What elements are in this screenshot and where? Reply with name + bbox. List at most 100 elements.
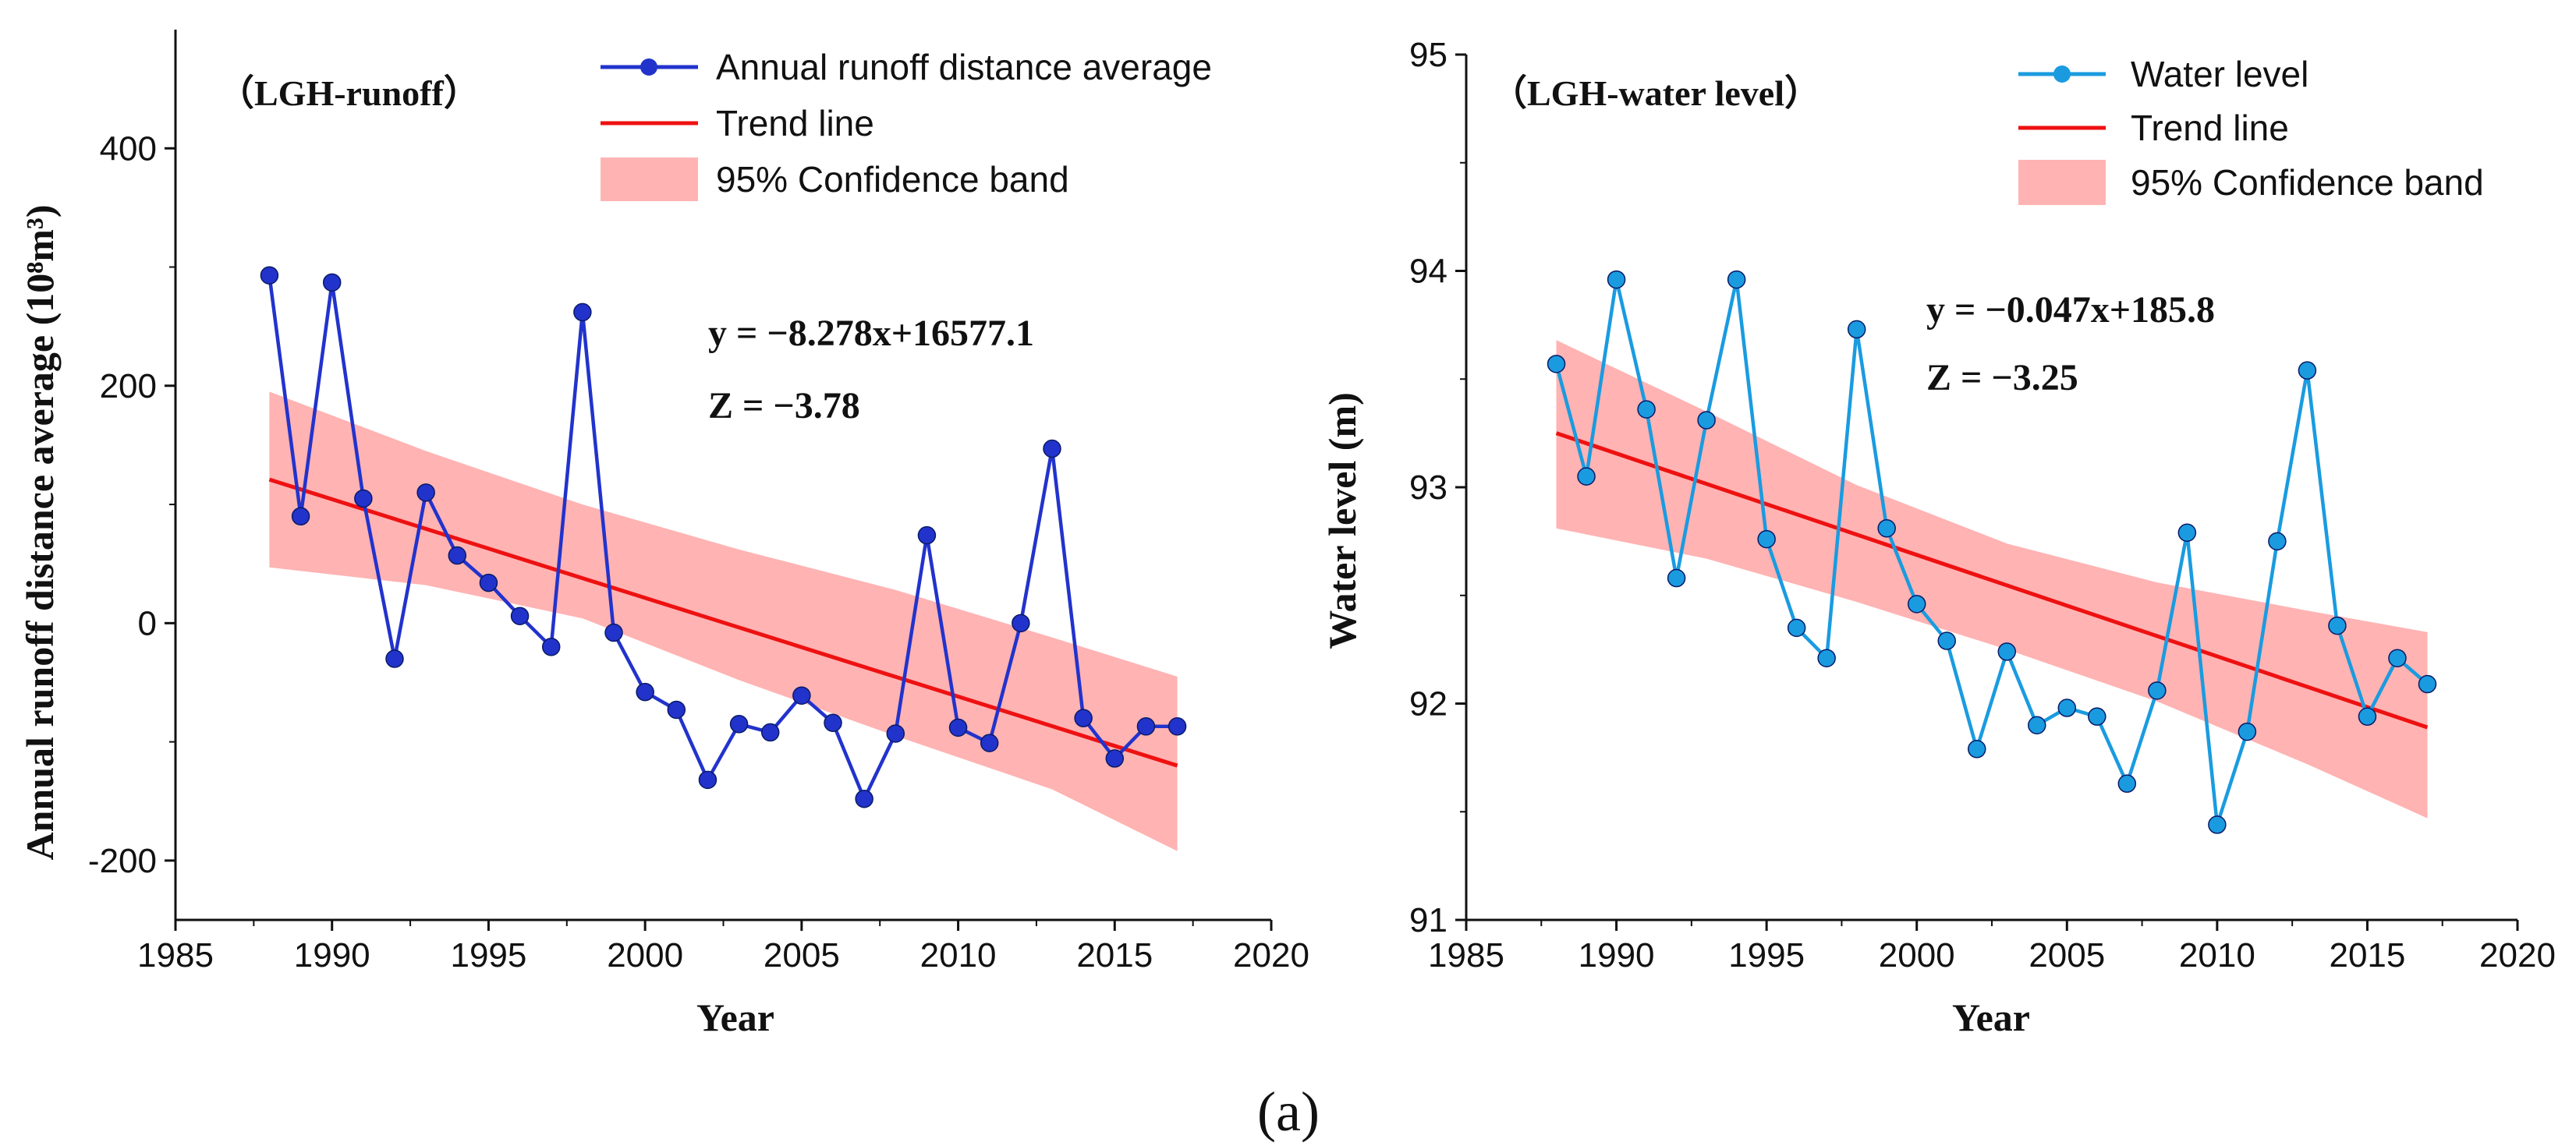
level-y-tick-label: 93 [1409,469,1447,507]
level-trend-layer [1555,431,2429,730]
level-data-point [1817,649,1836,667]
water-level-chart: 1985 1990 1995 2000 2005 2010 2015 2020 91 92 93 94… [1320,36,2556,1039]
level-series-layer [1547,270,2437,834]
runoff-data-point [385,649,404,668]
level-data-point [2117,774,2137,793]
runoff-chart: 1985 1990 1995 2000 2005 2010 2015 2020 -200 0 200… [18,30,1309,1039]
level-y-tick-label: 92 [1409,685,1447,723]
runoff-panel-tag: （LGH-runoff） [218,73,480,113]
level-data-point [1997,642,2017,661]
level-data-point [2238,722,2257,741]
level-data-point [1907,595,1926,614]
level-z-stat: Z = −3.25 [1926,357,2078,398]
runoff-legend: Annual runoff distance average Trend lin… [601,47,1212,201]
level-data-point [2088,707,2107,726]
runoff-data-point [448,546,467,565]
level-data-point [1787,618,1806,638]
runoff-data-point [948,718,968,737]
runoff-data-point [698,770,718,790]
level-data-point [2208,815,2227,834]
runoff-x-tick-label: 2020 [1233,936,1309,974]
level-data-point [2268,532,2287,551]
level-x-tick-label: 2020 [2479,936,2556,974]
runoff-x-tick-label: 1990 [294,936,370,974]
level-data-point [2358,707,2377,726]
runoff-data-point [573,302,592,322]
runoff-data-point [1043,439,1061,458]
runoff-x-tick-label: 2005 [764,936,840,974]
runoff-legend-band-label: 95% Confidence band [716,159,1069,200]
figure-caption: (a) [1257,1081,1320,1143]
runoff-data-point [729,715,749,734]
runoff-legend-series-label: Annual runoff distance average [716,47,1212,87]
level-data-point [2148,681,2167,700]
level-x-tick-label: 2005 [2029,936,2105,974]
runoff-data-point [760,723,780,742]
level-legend-series-marker [2053,65,2071,83]
runoff-x-axis-title: Year [696,996,774,1039]
runoff-data-point [291,507,310,526]
runoff-data-point [354,489,373,508]
runoff-data-point [1168,717,1187,736]
level-legend-series-label: Water level [2131,54,2308,94]
level-data-point [1607,270,1626,289]
level-data-point [1877,518,1896,538]
level-y-tick-label: 94 [1409,253,1447,291]
runoff-data-point [1074,709,1093,727]
level-data-point [1937,631,1956,650]
level-data-point [1637,400,1656,419]
runoff-x-tick-label: 2000 [607,936,683,974]
runoff-data-point [1012,614,1030,633]
level-x-tick-label: 2000 [1879,936,1955,974]
runoff-data-point [886,724,905,743]
runoff-y-tick-label: 0 [138,604,157,642]
runoff-series-layer [260,266,1187,808]
runoff-data-point [541,638,561,656]
runoff-legend-series-marker [640,58,657,76]
runoff-data-point [1136,717,1156,736]
level-x-tick-label: 2010 [2179,936,2255,974]
runoff-data-point [1105,749,1125,768]
runoff-equation: y = −8.278x+16577.1 [708,313,1034,354]
level-data-point [2388,649,2407,667]
level-data-point [2057,699,2077,717]
runoff-data-point [510,607,530,625]
runoff-x-tick-label: 1985 [137,936,214,974]
runoff-data-point [855,789,873,808]
level-data-point [1727,270,1746,289]
level-x-tick-label: 1995 [1728,936,1805,974]
runoff-data-point [917,525,937,545]
runoff-x-tick-label: 2015 [1076,936,1153,974]
level-y-tick-label: 95 [1409,36,1447,74]
level-data-point [2418,674,2437,694]
runoff-data-point [792,686,811,705]
runoff-y-tick-label: -200 [88,842,157,880]
runoff-y-axis-title: Annual runoff distance average (10⁸m³) [18,204,62,860]
runoff-x-tick-label: 2010 [920,936,997,974]
level-trend-line [1555,431,2429,730]
runoff-trend-line [268,477,1178,768]
runoff-z-stat: Z = −3.78 [708,385,860,426]
level-data-point [1547,355,1566,373]
runoff-data-point [824,713,842,732]
level-data-point [1847,320,1866,339]
level-x-tick-label: 1990 [1579,936,1655,974]
runoff-y-tick-label: 400 [100,129,157,168]
level-legend-band-swatch [2018,160,2106,205]
level-x-tick-label: 2015 [2329,936,2405,974]
level-data-point [1967,740,1986,759]
level-ticks: 1985 1990 1995 2000 2005 2010 2015 2020 91 92 93 94… [1409,36,2556,974]
runoff-trend-layer [268,477,1178,768]
runoff-data-point [479,573,498,592]
level-panel-tag: （LGH-water level） [1491,73,1820,113]
level-data-point [2177,523,2197,543]
level-legend-trend-label: Trend line [2131,108,2289,148]
runoff-y-tick-label: 200 [100,367,157,405]
level-data-point [2328,616,2347,635]
runoff-data-point [416,483,435,502]
level-legend: Water level Trend line 95% Confidence ba… [2018,54,2484,205]
runoff-data-point [636,682,654,702]
runoff-series-line [268,274,1178,801]
level-equation: y = −0.047x+185.8 [1926,289,2215,331]
